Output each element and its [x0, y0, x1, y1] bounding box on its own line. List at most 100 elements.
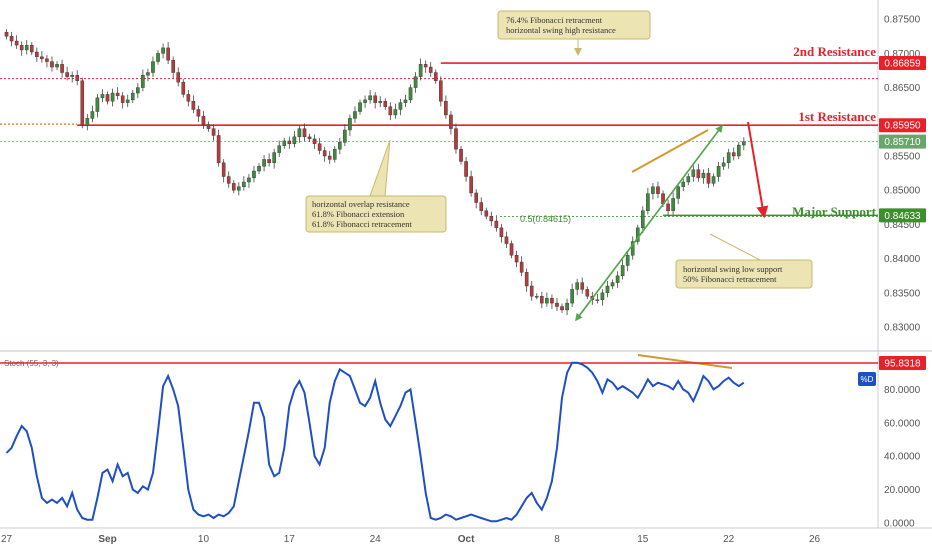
candle — [610, 279, 615, 290]
candle — [125, 94, 130, 108]
candle — [398, 98, 403, 116]
price-tick-label: 0.85000 — [884, 186, 921, 197]
time-tick-label: 26 — [809, 534, 821, 545]
candle — [555, 297, 559, 311]
candle — [620, 259, 625, 280]
candle — [130, 89, 135, 103]
first-resistance-label: 1st Resistance — [798, 109, 876, 124]
candle — [459, 146, 463, 165]
candle — [742, 137, 746, 151]
candle — [242, 176, 246, 191]
candle — [136, 83, 140, 99]
candlestick-series — [4, 29, 746, 316]
candle — [378, 96, 383, 108]
candle — [666, 199, 670, 216]
candle — [615, 271, 620, 288]
stoch-level-badge — [879, 355, 926, 370]
candle — [595, 293, 600, 304]
time-axis[interactable]: 27 Sep 10 17 24 Oct 8 15 22 26 — [1, 534, 821, 545]
candle — [348, 114, 352, 136]
candle — [211, 124, 216, 141]
candle — [726, 148, 731, 169]
time-tick-label: 22 — [723, 534, 735, 545]
horizontal-levels: 0.86859 0.85950 0.85710 0.84633 — [0, 56, 926, 223]
stoch-level-badge-text: 95.8318 — [884, 358, 921, 369]
candle — [630, 236, 635, 260]
candle — [469, 170, 473, 197]
candle — [388, 102, 393, 121]
price-tick-label: 0.83500 — [884, 288, 921, 299]
price-tick-label: 0.84000 — [884, 254, 921, 265]
candle — [514, 250, 519, 268]
candle — [322, 146, 327, 162]
price-tick-label: 0.83000 — [884, 323, 921, 334]
candle — [353, 106, 357, 123]
level-price-badge — [879, 208, 926, 223]
callout-top-line-1: 76.4% Fibonacci retracment — [506, 15, 603, 25]
time-tick-label: 24 — [370, 534, 382, 545]
candle — [262, 154, 266, 172]
candle — [731, 147, 736, 161]
candle — [24, 40, 29, 55]
stoch-d-badge-label: %D — [861, 375, 874, 384]
candle — [439, 76, 443, 107]
candle — [418, 58, 423, 81]
candle — [691, 165, 696, 182]
candle — [171, 56, 175, 79]
candle — [221, 159, 226, 183]
fibonacci-level-label: 0.5(0.84615) — [520, 214, 571, 224]
stoch-d-badge[interactable]: %D — [858, 372, 876, 386]
candle — [373, 92, 377, 109]
candle — [676, 183, 680, 205]
stoch-tick-label: 40.0000 — [884, 452, 921, 463]
candle — [358, 99, 362, 115]
candle — [635, 224, 640, 245]
candle — [646, 187, 650, 215]
callout-top[interactable]: 76.4% Fibonacci retracment horizontal sw… — [497, 10, 651, 56]
candle — [312, 134, 317, 149]
candle — [50, 56, 54, 72]
candle — [186, 89, 191, 107]
candle — [292, 131, 297, 148]
candle — [70, 71, 74, 83]
candle — [464, 157, 468, 182]
candle — [191, 95, 196, 114]
candle — [509, 240, 514, 259]
level-price-badge-text: 0.86859 — [884, 59, 921, 70]
candle — [166, 42, 170, 64]
candle — [100, 89, 105, 103]
candle — [206, 121, 211, 132]
candle — [297, 124, 302, 143]
candle — [120, 92, 125, 109]
candle — [651, 183, 655, 200]
time-tick-label: 15 — [637, 534, 649, 545]
candle — [681, 176, 686, 192]
time-tick-label: Oct — [458, 534, 475, 545]
major-support-label: Major Support — [792, 204, 877, 219]
candle — [226, 171, 231, 188]
candle — [196, 105, 201, 123]
callout-right[interactable]: horizontal swing low support 50% Fibonac… — [675, 233, 813, 289]
candle — [151, 56, 155, 77]
candle — [625, 251, 630, 272]
candle — [721, 157, 726, 171]
price-tick-label: 0.84500 — [884, 220, 921, 231]
fib-leg-down-arrow — [575, 125, 723, 322]
candle — [141, 69, 145, 92]
price-tick-label: 0.86500 — [884, 83, 921, 94]
time-tick-label: 17 — [284, 534, 296, 545]
candle — [216, 129, 221, 167]
candle — [302, 123, 307, 142]
candle — [277, 140, 282, 158]
callout-left-line-2: 61.8% Fibonacci extension — [312, 209, 405, 219]
candle — [247, 174, 251, 188]
level-price-badge — [879, 118, 926, 133]
candle — [585, 286, 590, 300]
stoch-axis[interactable]: 80.0000 60.0000 40.0000 20.0000 0.0000 — [884, 385, 921, 530]
candle — [504, 231, 509, 249]
callout-top-line-2: horizontal swing high resistance — [506, 25, 616, 35]
candle — [529, 280, 534, 301]
callout-left[interactable]: horizontal overlap resistance 61.8% Fibo… — [305, 139, 447, 233]
